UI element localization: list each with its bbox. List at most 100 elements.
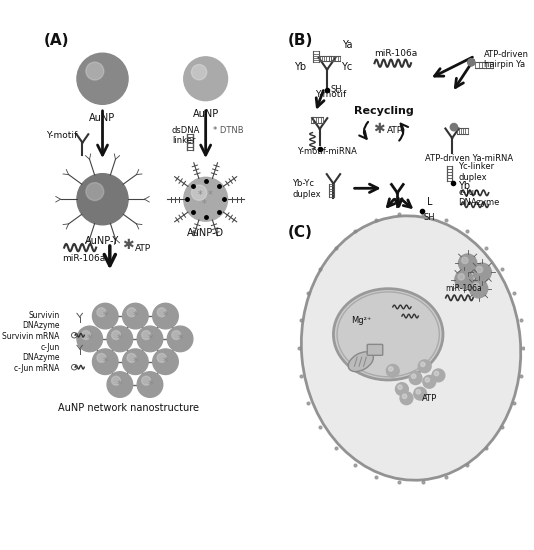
Circle shape xyxy=(127,354,136,362)
Circle shape xyxy=(473,263,491,282)
Text: *: * xyxy=(117,334,123,344)
Text: *: * xyxy=(103,357,108,367)
Circle shape xyxy=(473,283,479,289)
Circle shape xyxy=(142,376,151,385)
Text: Survivin
DNAzyme: Survivin DNAzyme xyxy=(22,311,60,331)
Text: *: * xyxy=(163,357,168,367)
Circle shape xyxy=(468,59,475,66)
Text: *: * xyxy=(201,199,206,209)
Text: Yc: Yc xyxy=(341,62,352,72)
Circle shape xyxy=(409,372,422,384)
Circle shape xyxy=(127,308,136,317)
Ellipse shape xyxy=(301,216,521,480)
Circle shape xyxy=(184,57,227,101)
Circle shape xyxy=(157,354,166,362)
Circle shape xyxy=(123,303,148,329)
Text: *: * xyxy=(177,334,183,344)
Circle shape xyxy=(469,279,488,298)
Circle shape xyxy=(81,331,90,339)
Circle shape xyxy=(107,326,132,351)
Circle shape xyxy=(432,369,445,382)
Text: ATP: ATP xyxy=(387,126,403,135)
Circle shape xyxy=(167,326,193,351)
Circle shape xyxy=(191,64,207,80)
Text: ATP-driven
hairpin Ya: ATP-driven hairpin Ya xyxy=(484,50,529,69)
Circle shape xyxy=(387,365,399,377)
Circle shape xyxy=(153,303,178,329)
Circle shape xyxy=(389,367,393,371)
Circle shape xyxy=(142,331,151,339)
Text: (C): (C) xyxy=(288,225,313,240)
Text: miR-106a: miR-106a xyxy=(62,254,106,263)
Circle shape xyxy=(425,378,430,382)
Text: ATP: ATP xyxy=(136,244,152,253)
Text: (B): (B) xyxy=(288,33,313,48)
Circle shape xyxy=(77,174,128,225)
Text: AuNP: AuNP xyxy=(89,113,116,123)
Circle shape xyxy=(398,385,402,389)
Circle shape xyxy=(92,303,118,329)
Circle shape xyxy=(396,383,409,395)
Circle shape xyxy=(137,326,163,351)
Ellipse shape xyxy=(333,289,443,380)
Circle shape xyxy=(458,274,465,280)
Text: *: * xyxy=(103,311,108,321)
Text: Yc-linker
duplex: Yc-linker duplex xyxy=(459,162,494,182)
Text: Recycling: Recycling xyxy=(354,106,413,116)
Circle shape xyxy=(450,124,458,131)
Circle shape xyxy=(86,183,104,201)
Text: miR-106a: miR-106a xyxy=(446,284,482,293)
Circle shape xyxy=(476,266,483,273)
Text: *: * xyxy=(147,334,153,344)
Text: ATP: ATP xyxy=(422,394,437,403)
Text: Ya: Ya xyxy=(342,40,352,49)
Circle shape xyxy=(172,331,180,339)
Circle shape xyxy=(123,349,148,375)
Circle shape xyxy=(459,254,477,272)
Circle shape xyxy=(97,354,106,362)
Text: (A): (A) xyxy=(44,33,69,48)
Circle shape xyxy=(77,53,128,104)
Text: *: * xyxy=(208,190,213,200)
Circle shape xyxy=(153,349,178,375)
Text: c-Jun
DNAzyme: c-Jun DNAzyme xyxy=(22,343,60,362)
Text: Yb: Yb xyxy=(459,180,470,190)
Circle shape xyxy=(455,271,473,289)
Text: L: L xyxy=(427,197,432,207)
Text: Y-motif-miRNA: Y-motif-miRNA xyxy=(297,147,357,156)
Text: Yb-Yc
duplex: Yb-Yc duplex xyxy=(293,179,321,199)
Circle shape xyxy=(112,331,121,339)
Text: AuNP-D: AuNP-D xyxy=(187,228,224,239)
Text: SH: SH xyxy=(331,85,342,94)
Text: c-Jun mRNA: c-Jun mRNA xyxy=(14,364,60,372)
Circle shape xyxy=(137,372,163,397)
Circle shape xyxy=(191,185,207,200)
Text: Survivin mRNA: Survivin mRNA xyxy=(2,332,60,340)
Circle shape xyxy=(92,349,118,375)
Text: Yb: Yb xyxy=(294,62,306,72)
Circle shape xyxy=(97,308,106,317)
FancyBboxPatch shape xyxy=(367,344,383,355)
Text: miR-106a: miR-106a xyxy=(374,49,418,58)
Text: AuNP network nanostructure: AuNP network nanostructure xyxy=(58,403,199,413)
Text: *: * xyxy=(163,311,168,321)
Text: dsDNA
linker: dsDNA linker xyxy=(172,125,200,145)
Text: * DTNB: * DTNB xyxy=(213,126,244,135)
Text: ATP-driven Ya-miRNA: ATP-driven Ya-miRNA xyxy=(425,153,513,163)
Circle shape xyxy=(411,374,416,378)
Text: ✱: ✱ xyxy=(122,238,134,252)
Text: *: * xyxy=(198,190,202,200)
Circle shape xyxy=(416,389,420,394)
Circle shape xyxy=(400,392,413,405)
Circle shape xyxy=(107,372,132,397)
Text: AuNP: AuNP xyxy=(193,109,219,119)
Circle shape xyxy=(423,376,436,388)
Text: Y-motif: Y-motif xyxy=(46,131,77,140)
Circle shape xyxy=(184,177,227,221)
Circle shape xyxy=(414,387,427,400)
Text: Y-motif: Y-motif xyxy=(315,90,347,98)
Text: ✱: ✱ xyxy=(373,122,385,136)
Text: AuNP-Y: AuNP-Y xyxy=(85,236,120,246)
Text: *: * xyxy=(147,379,153,389)
Text: SH: SH xyxy=(424,213,435,222)
